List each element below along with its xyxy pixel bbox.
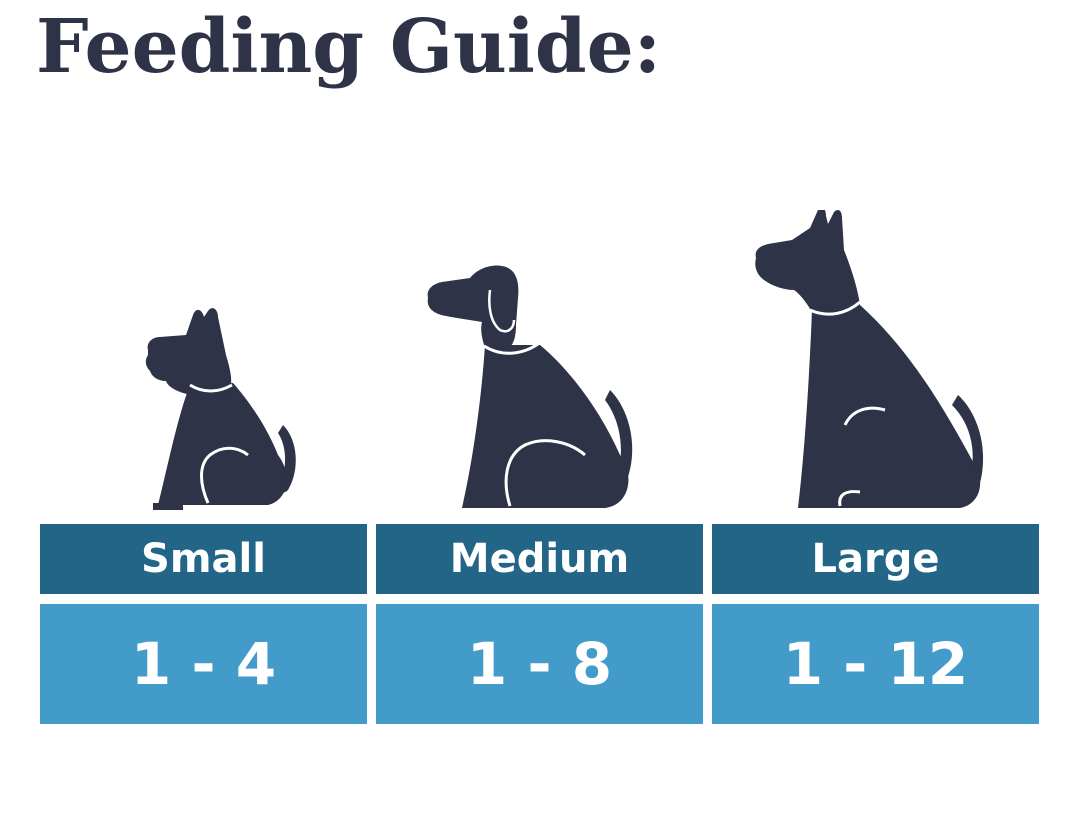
dog-illustrations	[0, 190, 1080, 510]
large-dog-icon	[750, 210, 995, 510]
size-header-small: Small	[40, 524, 367, 594]
amount-small: 1 - 4	[40, 604, 367, 724]
amount-large: 1 - 12	[712, 604, 1039, 724]
feeding-table: Small Medium Large 1 - 4 1 - 8 1 - 12	[40, 524, 1040, 724]
size-header-medium: Medium	[376, 524, 703, 594]
small-dog-icon	[138, 305, 303, 510]
size-header-large: Large	[712, 524, 1039, 594]
medium-dog-icon	[420, 260, 645, 510]
amount-medium: 1 - 8	[376, 604, 703, 724]
page-title: Feeding Guide:	[36, 4, 662, 90]
